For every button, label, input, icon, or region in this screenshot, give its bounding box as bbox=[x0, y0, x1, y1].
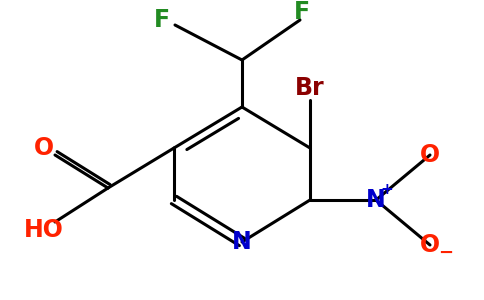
Text: O: O bbox=[420, 233, 440, 257]
Text: N: N bbox=[232, 230, 252, 254]
Text: +: + bbox=[380, 182, 393, 196]
Text: F: F bbox=[294, 0, 310, 24]
Text: N: N bbox=[366, 188, 386, 212]
Text: −: − bbox=[439, 244, 454, 262]
Text: F: F bbox=[154, 8, 170, 32]
Text: HO: HO bbox=[24, 218, 64, 242]
Text: O: O bbox=[420, 143, 440, 167]
Text: O: O bbox=[34, 136, 54, 160]
Text: Br: Br bbox=[295, 76, 325, 100]
